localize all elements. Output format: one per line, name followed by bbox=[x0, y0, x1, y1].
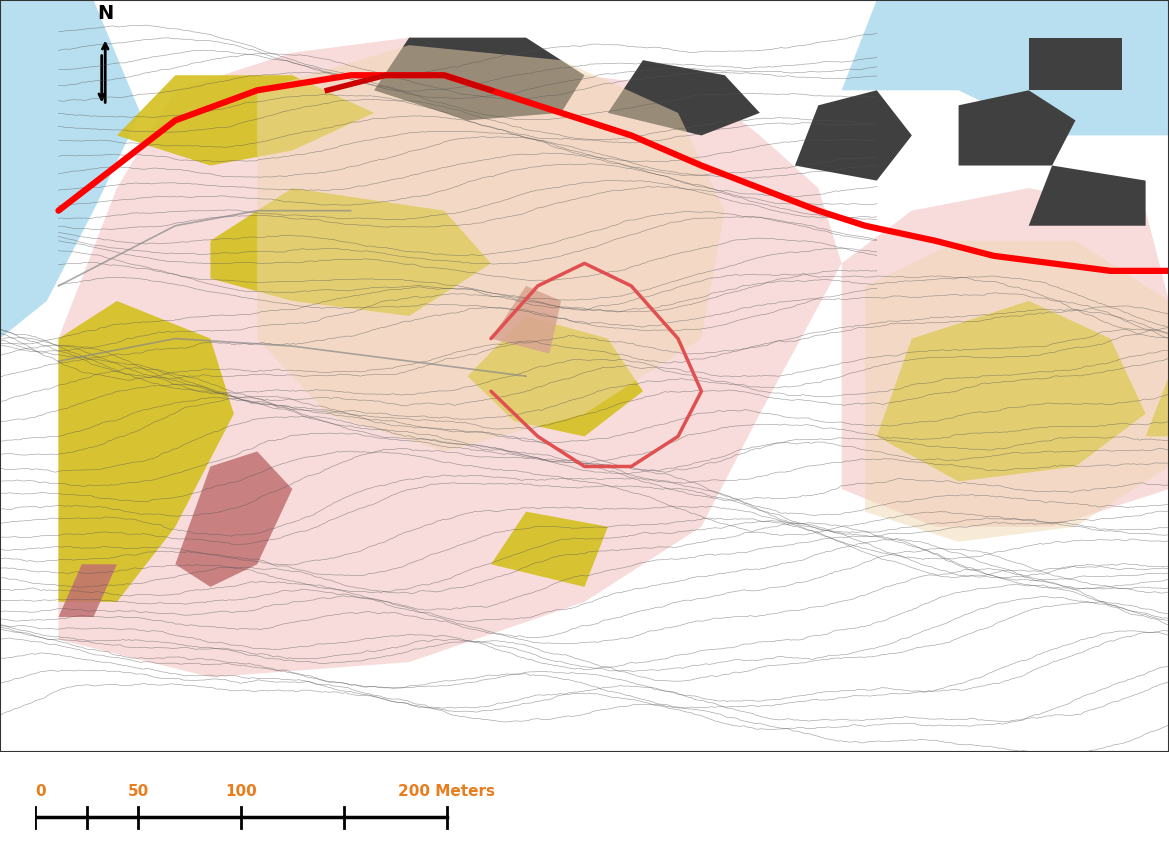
Polygon shape bbox=[1146, 376, 1169, 436]
Polygon shape bbox=[795, 91, 912, 180]
Polygon shape bbox=[58, 564, 117, 617]
Polygon shape bbox=[58, 38, 842, 677]
Polygon shape bbox=[959, 91, 1075, 166]
Text: N: N bbox=[97, 3, 113, 22]
Polygon shape bbox=[842, 0, 1169, 135]
Polygon shape bbox=[257, 45, 725, 451]
Polygon shape bbox=[1029, 166, 1146, 226]
Polygon shape bbox=[374, 38, 584, 121]
Polygon shape bbox=[175, 451, 292, 587]
Polygon shape bbox=[58, 301, 234, 602]
Text: 0: 0 bbox=[35, 783, 46, 799]
Polygon shape bbox=[0, 0, 140, 339]
Polygon shape bbox=[491, 511, 608, 587]
Text: 50: 50 bbox=[127, 783, 148, 799]
Polygon shape bbox=[1029, 38, 1122, 91]
Polygon shape bbox=[877, 301, 1146, 481]
Polygon shape bbox=[865, 241, 1169, 542]
Polygon shape bbox=[468, 316, 643, 436]
Polygon shape bbox=[608, 60, 760, 135]
Polygon shape bbox=[491, 286, 561, 354]
Polygon shape bbox=[210, 188, 491, 316]
Polygon shape bbox=[117, 75, 374, 166]
Polygon shape bbox=[842, 188, 1169, 527]
Text: 100: 100 bbox=[224, 783, 257, 799]
Text: 200 Meters: 200 Meters bbox=[399, 783, 494, 799]
